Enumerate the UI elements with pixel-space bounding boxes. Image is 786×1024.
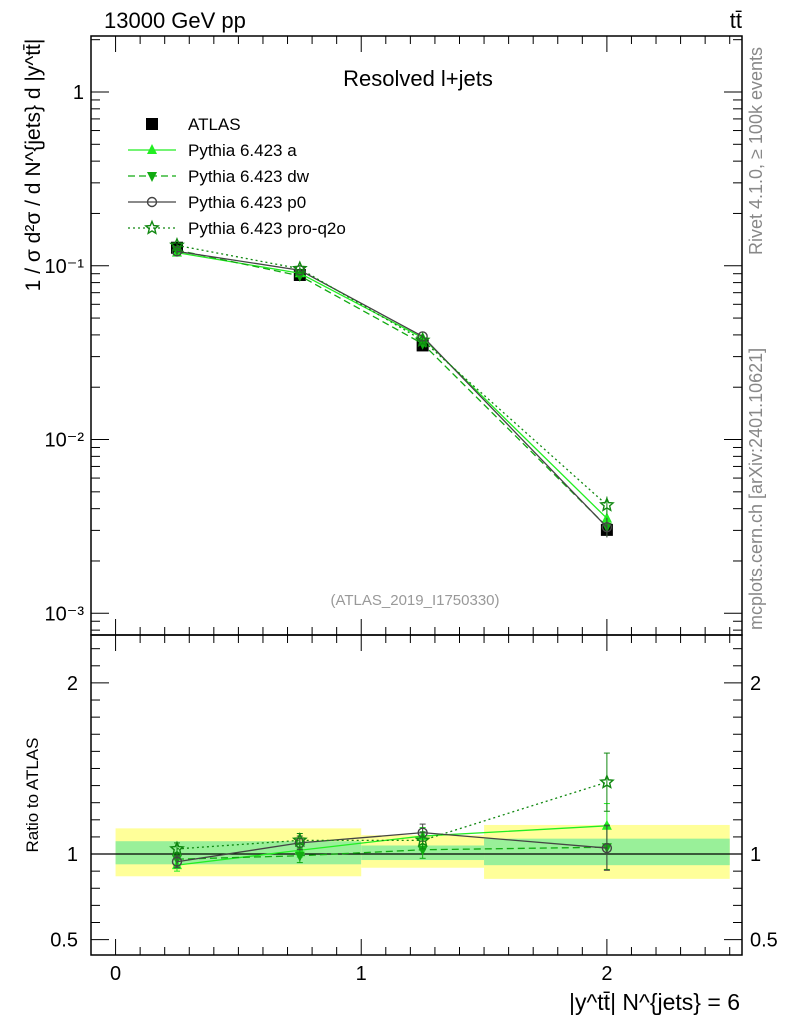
series-pythia-6-423-dw <box>171 246 612 537</box>
y-tick-label-ratio: 2 <box>67 673 78 695</box>
y-tick-label-ratio-right: 1 <box>750 844 761 866</box>
ratio-point-pythia-6-423-pro-q2o <box>169 840 185 856</box>
main-y-axis-title: 1 / σ d²σ / d N^{jets} d |y^tt̄| <box>22 39 45 292</box>
y-tick-label-main: 10⁻¹ <box>45 256 85 278</box>
ratio-line <box>176 846 607 860</box>
process-label: 13000 GeV pp <box>104 8 246 33</box>
series-line <box>176 251 608 519</box>
ratio-series-layer <box>169 752 615 872</box>
legend-marker <box>147 144 157 154</box>
legend-item-atlas: ATLAS <box>146 115 241 134</box>
legend-marker <box>147 172 157 182</box>
final-state-label: tt̄ <box>730 8 742 33</box>
legend-marker <box>146 118 158 130</box>
mcplots-note: mcplots.cern.ch [arXiv:2401.10621] <box>746 348 766 630</box>
ratio-y-axis-title: Ratio to ATLAS <box>23 738 42 853</box>
x-tick-label: 2 <box>601 963 612 985</box>
y-tick-label-ratio: 0.5 <box>50 930 78 952</box>
ratio-line <box>176 781 608 850</box>
series-line <box>176 250 608 528</box>
series-pythia-6-423-a <box>171 246 612 528</box>
legend-item-pythia-6-423-dw: Pythia 6.423 dw <box>128 167 310 186</box>
y-tick-label-ratio-right: 0.5 <box>750 930 778 952</box>
legend-marker <box>146 196 158 208</box>
data-point-pythia-6-423-pro-q2o <box>291 260 308 276</box>
x-axis-title: |y^tt̄| N^{jets} = 6 <box>569 989 740 1015</box>
ratio-point-pythia-6-423-dw <box>294 851 305 862</box>
series-line <box>176 249 608 528</box>
ratio-point-pythia-6-423-pro-q2o <box>291 832 308 848</box>
legend-label: Pythia 6.423 pro-q2o <box>188 219 346 238</box>
y-tick-label-ratio-right: 2 <box>750 673 761 695</box>
series-line <box>176 244 608 506</box>
y-tick-label-ratio: 1 <box>67 844 78 866</box>
ratio-axis-ticks: 0 1 2 0.5 0.5 1 1 2 2 <box>50 635 778 985</box>
series-pythia-6-423-p0 <box>171 246 613 538</box>
ratio-point-pythia-6-423-pro-q2o <box>414 832 431 848</box>
y-tick-label-main: 10⁻³ <box>45 603 85 625</box>
rivet-note: Rivet 4.1.0, ≥ 100k events <box>746 47 766 255</box>
legend-item-pythia-6-423-pro-q2o: Pythia 6.423 pro-q2o <box>128 219 346 238</box>
ratio-series-pythia-6-423-pro-q2o <box>169 752 615 856</box>
series-atlas <box>170 241 613 536</box>
main-title: Resolved l+jets <box>343 66 493 91</box>
legend-item-pythia-6-423-p0: Pythia 6.423 p0 <box>128 193 306 212</box>
ratio-point-pythia-6-423-pro-q2o <box>598 773 615 789</box>
data-point-pythia-6-423-p0 <box>601 521 613 533</box>
legend: ATLAS Pythia 6.423 a Pythia 6.423 dw Pythia… <box>128 115 346 238</box>
main-series-layer <box>169 237 615 538</box>
ratio-panel-frame <box>90 634 743 956</box>
y-tick-label-main: 1 <box>73 82 84 104</box>
legend-label: Pythia 6.423 a <box>188 141 297 160</box>
ratio-point-pythia-6-423-dw <box>417 845 428 856</box>
ratio-line <box>176 831 607 863</box>
legend-label: Pythia 6.423 p0 <box>188 193 306 212</box>
data-point-pythia-6-423-pro-q2o <box>169 237 185 253</box>
ratio-point-pythia-6-423-p0 <box>171 856 183 867</box>
legend-item-pythia-6-423-a: Pythia 6.423 a <box>128 141 297 160</box>
y-tick-label-main: 10⁻² <box>45 430 85 452</box>
data-point-pythia-6-423-a <box>601 512 612 523</box>
legend-label: ATLAS <box>188 115 241 134</box>
x-tick-label: 0 <box>110 963 121 985</box>
main-axis-ticks: 10⁻³ 10⁻² 10⁻¹ 1 <box>45 36 742 635</box>
legend-marker <box>144 219 160 235</box>
series-pythia-6-423-pro-q2o <box>169 237 615 515</box>
data-point-pythia-6-423-pro-q2o <box>414 332 431 348</box>
data-point-pythia-6-423-p0 <box>294 265 306 276</box>
ratio-point-pythia-6-423-p0 <box>601 842 613 854</box>
analysis-id: (ATLAS_2019_I1750330) <box>330 592 499 609</box>
legend-label: Pythia 6.423 dw <box>188 167 310 186</box>
x-tick-label: 1 <box>356 963 367 985</box>
data-point-pythia-6-423-pro-q2o <box>598 496 615 512</box>
